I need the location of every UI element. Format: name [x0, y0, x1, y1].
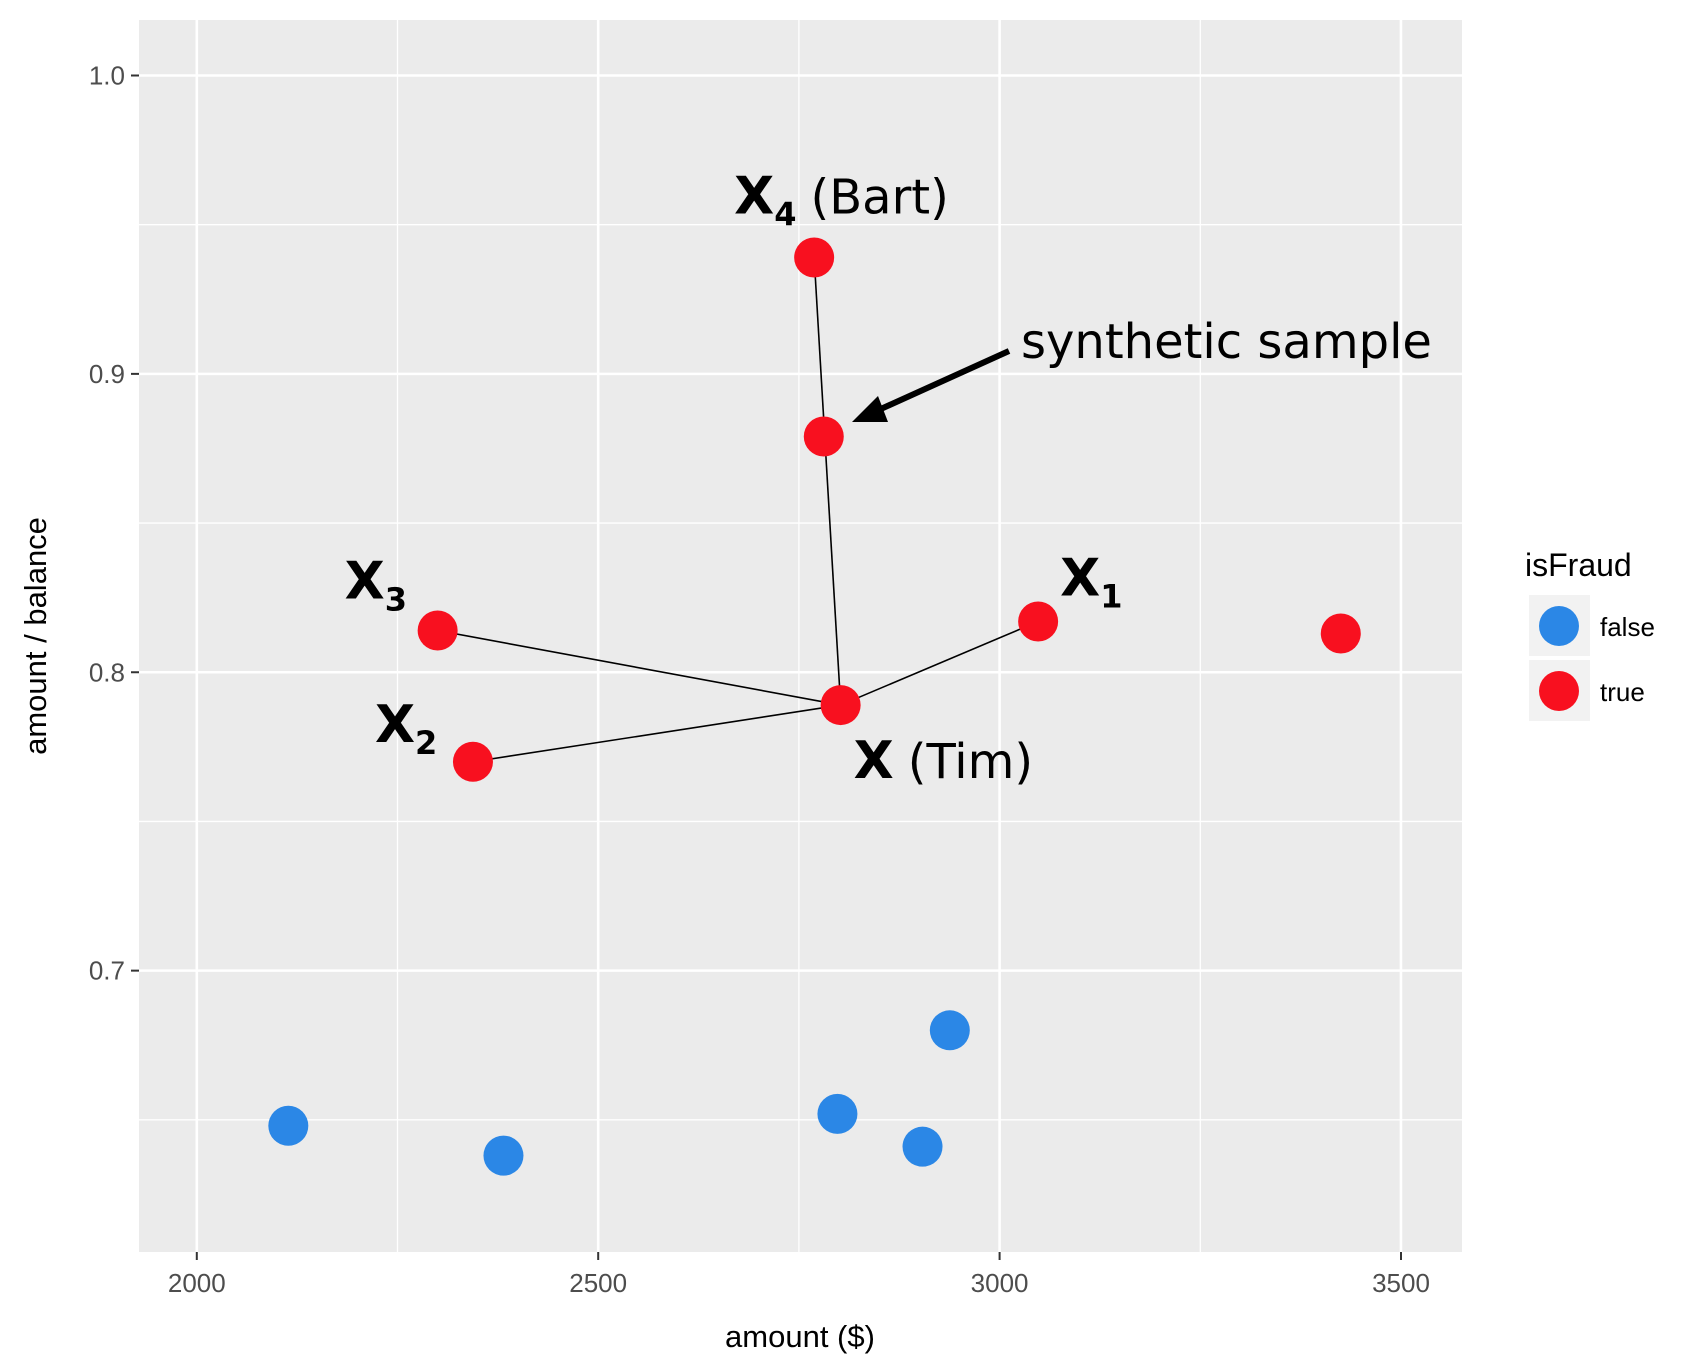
- annotation-note: (Tim): [908, 734, 1033, 790]
- legend-label: true: [1600, 677, 1645, 707]
- x-axis-title: amount ($): [725, 1319, 875, 1354]
- legend-key: [1539, 671, 1579, 711]
- point: [817, 1093, 858, 1134]
- point: [820, 685, 861, 726]
- annotation-subscript: 2: [415, 724, 437, 762]
- neighbor-link: [437, 629, 841, 706]
- point: [902, 1126, 943, 1167]
- annotation: synthetic sample: [1021, 314, 1432, 370]
- point: [803, 416, 844, 457]
- y-axis-title: amount / balance: [18, 517, 53, 755]
- y-tick-label: 0.8: [89, 657, 125, 687]
- x-tick-label: 3500: [1372, 1268, 1430, 1298]
- point: [483, 1135, 524, 1176]
- neighbor-link: [840, 620, 1039, 706]
- annotation-subscript: 1: [1100, 578, 1122, 616]
- annotation: X2: [375, 695, 437, 762]
- annotation-arrow: [870, 348, 1011, 416]
- legend-key: [1539, 606, 1579, 646]
- annotation-main: X: [854, 731, 894, 791]
- annotation-main: X: [375, 695, 415, 755]
- y-tick-label: 0.7: [89, 956, 125, 986]
- annotation-main: X: [734, 167, 774, 227]
- point: [794, 237, 835, 278]
- point: [1320, 613, 1361, 654]
- legend-label: false: [1600, 612, 1655, 642]
- annotation: X (Tim): [854, 731, 1033, 791]
- y-tick-label: 0.9: [89, 359, 125, 389]
- annotation: X3: [345, 551, 407, 618]
- annotation-subscript: 4: [774, 196, 796, 234]
- annotation-subscript: 3: [385, 580, 407, 618]
- panel: [139, 20, 1462, 1252]
- annotation-note: (Bart): [811, 170, 949, 226]
- y-tick-label: 1.0: [89, 60, 125, 90]
- annotation: X4 (Bart): [734, 167, 949, 234]
- point: [929, 1010, 970, 1051]
- point: [1018, 601, 1059, 642]
- neighbor-link: [813, 257, 842, 706]
- x-tick-label: 2000: [168, 1268, 226, 1298]
- point: [417, 610, 458, 651]
- x-tick-label: 3000: [971, 1268, 1029, 1298]
- annotation-main: X: [1060, 549, 1100, 609]
- annotation-arrowhead: [852, 396, 888, 422]
- neighbor-link: [472, 704, 841, 763]
- point: [452, 741, 493, 782]
- point: [268, 1105, 309, 1146]
- x-tick-label: 2500: [569, 1268, 627, 1298]
- annotation: X1: [1060, 549, 1122, 616]
- annotation-main: X: [345, 551, 385, 611]
- legend-title: isFraud: [1525, 547, 1632, 583]
